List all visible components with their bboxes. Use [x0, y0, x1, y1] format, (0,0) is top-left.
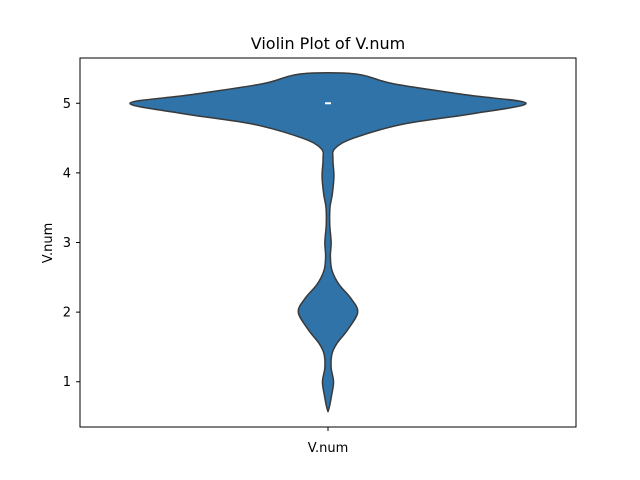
y-axis-label: V.num — [41, 223, 56, 264]
x-axis-ticks: V.num — [308, 427, 349, 456]
x-tick-label: V.num — [308, 441, 349, 456]
y-tick-label: 5 — [63, 97, 71, 112]
y-tick-label: 3 — [63, 236, 71, 251]
chart-title: Violin Plot of V.num — [251, 34, 406, 53]
y-axis-ticks: 1 2 3 4 5 — [63, 97, 80, 390]
y-tick-label: 2 — [63, 306, 71, 321]
violin-body — [129, 72, 527, 413]
y-tick-label: 4 — [63, 166, 71, 181]
y-tick-label: 1 — [63, 375, 71, 390]
violin-layer — [129, 72, 527, 413]
